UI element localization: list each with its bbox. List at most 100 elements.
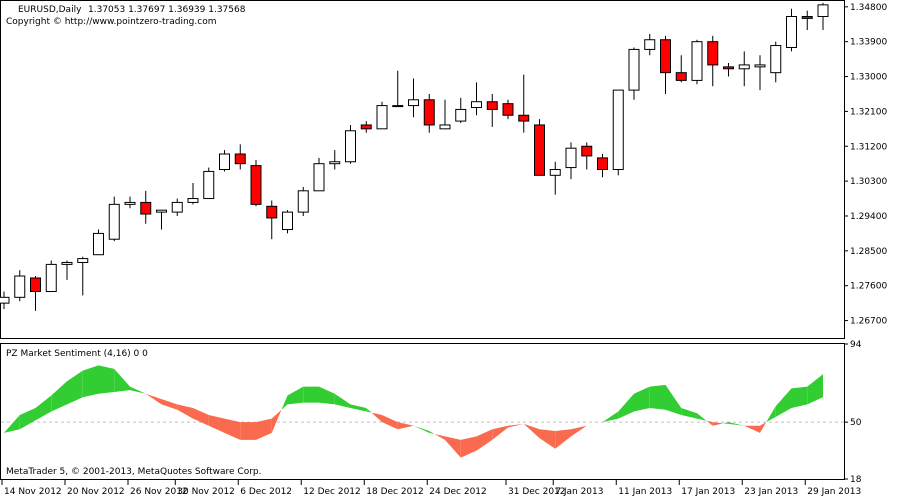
candle-body-bull [738, 64, 750, 70]
price-tick-label: 1.29400 [850, 212, 887, 222]
sentiment-bull-fill [98, 365, 115, 394]
time-tick-label: 24 Dec 2012 [429, 487, 487, 497]
candle [77, 256, 89, 296]
sentiment-bull-fill [728, 422, 745, 426]
candle [219, 150, 230, 172]
candle [471, 82, 482, 116]
candle [518, 74, 530, 133]
sentiment-bear-fill [224, 418, 241, 440]
sentiment-bear-fill [208, 415, 225, 433]
candle [266, 200, 278, 240]
candle-body-bull [455, 108, 467, 122]
candle [738, 51, 750, 87]
candle-body-bull [345, 130, 356, 163]
price-tick-label: 1.32100 [850, 107, 887, 117]
candle-body-bear [534, 124, 545, 176]
sentiment-bull-fill [82, 365, 99, 398]
candle-body-bull [754, 64, 766, 68]
sentiment-bull-fill [723, 422, 729, 424]
sentiment-bull-fill [19, 407, 36, 430]
candle-body-bull [156, 209, 167, 213]
sentiment-bear-fill [460, 436, 477, 458]
sentiment-bull-fill [649, 384, 666, 410]
candle [597, 154, 608, 178]
sentiment-bear-fill [571, 425, 587, 437]
candle [644, 33, 656, 56]
sentiment-bull-fill [350, 404, 367, 412]
sentiment-bull-fill [618, 393, 634, 419]
indicator-axis: 94 50 18 [844, 340, 862, 485]
candle [612, 89, 624, 176]
time-tick-label: 20 Nov 2012 [67, 487, 125, 497]
sentiment-bull-fill [766, 406, 776, 423]
time-tick-label: 12 Dec 2012 [303, 487, 361, 497]
sentiment-bull-fill [807, 374, 823, 405]
sentiment-bear-fill [492, 425, 508, 440]
indicator-panel: 94 50 18 PZ Market Sentiment (4,16) 0 0 Me… [0, 340, 862, 485]
sentiment-bull-fill [319, 386, 335, 405]
candle [345, 124, 356, 164]
sentiment-bear-fill [397, 422, 414, 430]
candle [360, 121, 372, 133]
candle-body-bull [612, 89, 624, 170]
time-tick-label: 7 Jan 2013 [555, 487, 603, 497]
sentiment-bear-fill [256, 418, 272, 440]
time-tick-label: 14 Nov 2012 [4, 487, 62, 497]
candle-body-bull [187, 198, 199, 203]
sentiment-bull-fill [130, 386, 146, 394]
candlestick-series [0, 2, 829, 311]
candle-body-bull [14, 275, 26, 298]
candle [502, 99, 514, 120]
candle [565, 142, 577, 180]
price-tick-label: 1.30300 [850, 177, 887, 187]
candle-body-bear [707, 41, 719, 66]
candle [203, 167, 215, 200]
candle-body-bull [392, 105, 404, 108]
candle [61, 260, 73, 280]
candle [675, 55, 687, 83]
candle-body-bear [486, 101, 498, 110]
time-tick-label: 26 Nov 2012 [130, 487, 188, 497]
candle [30, 276, 41, 311]
sentiment-bear-fill [271, 409, 282, 433]
candle-body-bull [171, 201, 183, 213]
candle-body-bull [329, 161, 341, 165]
sentiment-bull-fill [67, 370, 83, 405]
candle [628, 47, 640, 100]
indicator-tick-label: 50 [850, 418, 862, 428]
candle [581, 142, 593, 170]
sentiment-bear-fill [712, 422, 724, 426]
price-tick-label: 1.33900 [850, 38, 887, 48]
candle-body-bull [61, 261, 73, 265]
sentiment-bull-fill [281, 395, 288, 410]
candle-body-bull [817, 4, 829, 17]
price-axis: 1.34800 1.33900 1.33000 1.32100 1.31200 1.303… [844, 3, 887, 327]
candle [297, 186, 309, 216]
candle-body-bear [597, 157, 608, 170]
candle-body-bull [376, 105, 388, 130]
indicator-tick-label: 94 [850, 340, 862, 350]
candle-body-bull [644, 39, 656, 50]
sentiment-bear-fill [706, 420, 713, 426]
candle-body-bear [250, 165, 262, 205]
candle-body-bull [691, 41, 703, 81]
sentiment-bull-fill [303, 386, 319, 403]
sentiment-bull-fill [334, 393, 351, 408]
sentiment-bull-fill [429, 431, 435, 434]
price-tick-label: 1.33000 [850, 73, 887, 83]
candle [250, 159, 262, 207]
price-panel-frame [0, 0, 845, 339]
indicator-tick-label: 18 [850, 475, 862, 485]
candle [786, 8, 797, 52]
candle-body-bear [502, 103, 514, 116]
ohlc-readout: 1.37053 1.37697 1.36939 1.37568 [88, 5, 246, 15]
sentiment-bull-fill [775, 388, 792, 417]
candle [14, 270, 26, 302]
candle [801, 10, 813, 31]
candle [313, 157, 325, 192]
candle-body-bear [723, 66, 734, 70]
candle [187, 183, 199, 205]
